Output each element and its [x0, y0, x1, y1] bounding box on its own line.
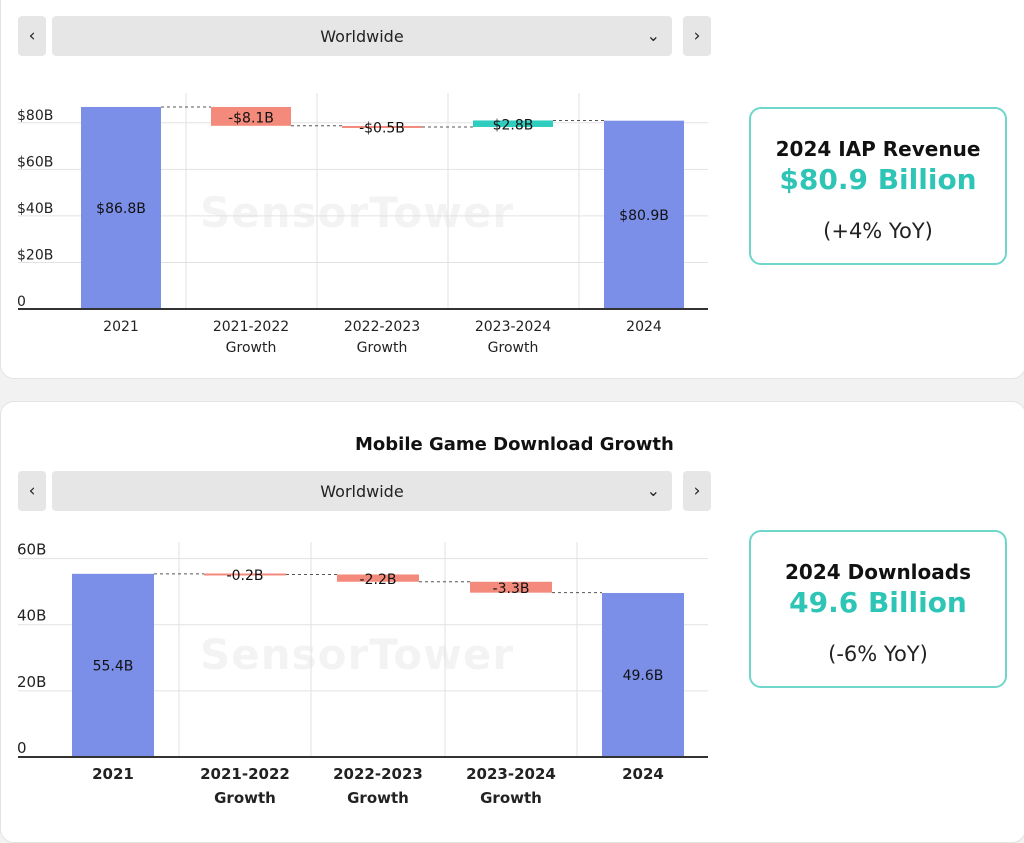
bottom-region-select[interactable]: Worldwide ⌄	[52, 471, 672, 511]
x-tick-label: 2021-2022	[213, 319, 289, 335]
top-region-select[interactable]: Worldwide ⌄	[52, 16, 672, 56]
data-label: $86.8B	[96, 201, 146, 217]
watermark-top: SensorTower	[200, 188, 514, 237]
revenue-kpi-change: (+4% YoY)	[823, 219, 933, 243]
chevron-left-icon: ‹	[28, 481, 36, 501]
data-label: $2.8B	[493, 118, 534, 134]
chevron-down-icon: ⌄	[646, 26, 660, 45]
data-label: 55.4B	[93, 658, 134, 674]
y-tick-label: 60B	[17, 541, 46, 559]
y-tick-label: $80B	[17, 108, 53, 124]
revenue-kpi-card: 2024 IAP Revenue $80.9 Billion (+4% YoY)	[749, 107, 1007, 265]
chevron-right-icon: ›	[693, 481, 701, 501]
x-tick-label: 2021	[103, 319, 139, 335]
bar	[602, 593, 684, 757]
downloads-kpi-title: 2024 Downloads	[785, 560, 971, 584]
downloads-kpi-card: 2024 Downloads 49.6 Billion (-6% YoY)	[749, 530, 1007, 688]
data-label: -$8.1B	[228, 110, 274, 126]
bar	[72, 573, 154, 757]
bottom-prev-button[interactable]: ‹	[18, 471, 46, 511]
y-tick-label: 0	[17, 739, 27, 757]
y-tick-label: 40B	[17, 607, 46, 625]
watermark-bottom: SensorTower	[200, 630, 514, 679]
x-tick-label: Growth	[357, 340, 408, 356]
downloads-kpi-change: (-6% YoY)	[828, 642, 928, 666]
x-tick-label: 2024	[622, 765, 664, 783]
x-tick-label: 2024	[626, 319, 662, 335]
x-tick-label: Growth	[480, 789, 542, 807]
data-label: -3.3B	[493, 581, 530, 597]
x-tick-label: 2023-2024	[466, 765, 556, 783]
y-tick-label: $20B	[17, 247, 53, 263]
chevron-left-icon: ‹	[28, 26, 36, 46]
revenue-kpi-value: $80.9 Billion	[779, 163, 977, 196]
revenue-waterfall-chart: 0 $20B $40B $60B $80B $86.8B -$8.1B -$0.5B $2.8B…	[17, 93, 708, 356]
top-region-value: Worldwide	[320, 26, 404, 46]
x-tick-label: Growth	[214, 789, 276, 807]
revenue-kpi-title: 2024 IAP Revenue	[775, 137, 981, 161]
bar	[81, 106, 161, 309]
bottom-next-button[interactable]: ›	[683, 471, 711, 511]
x-tick-label: 2023-2024	[475, 319, 551, 335]
data-label: 49.6B	[623, 668, 664, 684]
bottom-region-value: Worldwide	[320, 481, 404, 501]
bar	[204, 573, 286, 576]
data-label: -2.2B	[360, 572, 397, 588]
downloads-kpi-value: 49.6 Billion	[789, 586, 967, 619]
bar	[470, 581, 552, 593]
bar	[337, 574, 419, 582]
x-tick-label: Growth	[488, 340, 539, 356]
x-tick-label: 2022-2023	[333, 765, 423, 783]
y-tick-label: $60B	[17, 154, 53, 170]
downloads-section-title: Mobile Game Download Growth	[355, 434, 674, 455]
data-label: $80.9B	[619, 208, 669, 224]
bar	[342, 125, 422, 128]
x-tick-label: 2022-2023	[344, 319, 420, 335]
top-next-button[interactable]: ›	[683, 16, 711, 56]
y-tick-label: $40B	[17, 201, 53, 217]
top-prev-button[interactable]: ‹	[18, 16, 46, 56]
y-tick-label: 20B	[17, 673, 46, 691]
data-label: -$0.5B	[359, 120, 405, 136]
x-tick-label: Growth	[226, 340, 277, 356]
downloads-waterfall-chart: 0 20B 40B 60B 55.4B -0.2B -2.2B -3.3B 49.6B 2021 2…	[17, 541, 708, 807]
chevron-right-icon: ›	[693, 26, 701, 46]
chevron-down-icon: ⌄	[646, 481, 660, 500]
data-label: -0.2B	[227, 568, 264, 584]
x-tick-label: Growth	[347, 789, 409, 807]
bar	[604, 120, 684, 309]
y-tick-label: 0	[17, 294, 26, 310]
x-tick-label: 2021	[92, 765, 134, 783]
bar	[473, 120, 553, 127]
bar	[211, 106, 291, 126]
x-tick-label: 2021-2022	[200, 765, 290, 783]
